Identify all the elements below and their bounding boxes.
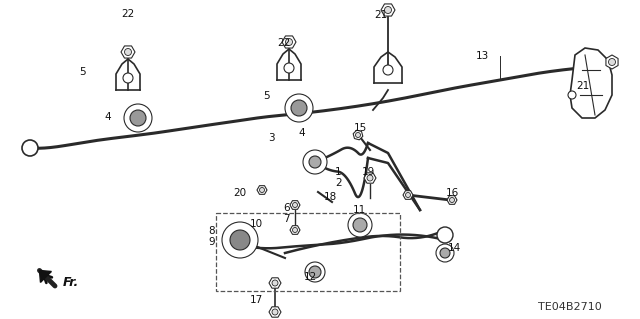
Circle shape [230,230,250,250]
Circle shape [22,140,38,156]
Text: 6: 6 [284,203,290,213]
Text: 5: 5 [264,91,270,101]
Text: Fr.: Fr. [63,277,79,290]
Circle shape [568,91,576,99]
Circle shape [259,188,264,192]
Circle shape [284,63,294,73]
Circle shape [272,309,278,315]
Circle shape [309,156,321,168]
Text: 16: 16 [446,188,460,198]
Circle shape [437,227,453,243]
Polygon shape [364,173,376,183]
Polygon shape [269,307,281,317]
Text: 8: 8 [209,226,215,236]
Polygon shape [606,55,618,69]
Text: 9: 9 [209,237,215,247]
Circle shape [353,218,367,232]
Text: 22: 22 [277,38,291,48]
Polygon shape [381,4,395,16]
Text: 10: 10 [250,219,263,229]
Text: 3: 3 [268,133,275,143]
Circle shape [309,266,321,278]
Circle shape [449,197,454,203]
Polygon shape [290,226,300,234]
Text: 20: 20 [233,188,246,198]
Text: 11: 11 [353,205,366,215]
Polygon shape [269,278,281,288]
Circle shape [609,58,616,65]
Text: 5: 5 [79,67,86,77]
Text: 19: 19 [362,167,375,177]
Polygon shape [353,130,363,140]
Circle shape [291,100,307,116]
Text: 15: 15 [354,123,367,133]
Circle shape [406,192,410,197]
Circle shape [305,262,325,282]
Circle shape [285,39,292,46]
Text: 2: 2 [335,178,342,188]
Circle shape [125,48,131,56]
Circle shape [123,73,133,83]
Text: 4: 4 [104,112,111,122]
Text: TE04B2710: TE04B2710 [538,302,602,312]
Circle shape [285,94,313,122]
Polygon shape [403,191,413,199]
Circle shape [367,175,373,181]
Circle shape [348,213,372,237]
Text: 22: 22 [121,9,134,19]
Text: 4: 4 [298,128,305,138]
Text: 21: 21 [374,10,387,20]
Polygon shape [570,48,612,118]
Circle shape [385,6,392,13]
Text: 7: 7 [284,214,290,224]
Circle shape [303,150,327,174]
Text: 14: 14 [448,243,461,253]
Polygon shape [257,186,267,194]
Text: 1: 1 [335,167,342,177]
Circle shape [440,248,450,258]
Text: 17: 17 [250,295,263,305]
Polygon shape [290,201,300,209]
Polygon shape [447,196,457,204]
Circle shape [292,203,298,207]
Circle shape [292,227,298,233]
Circle shape [383,65,393,75]
Circle shape [222,222,258,258]
Text: 18: 18 [324,192,337,202]
Text: 21: 21 [576,81,589,91]
Circle shape [124,104,152,132]
Bar [216,213,400,291]
Polygon shape [121,46,135,58]
Circle shape [436,244,454,262]
Text: 12: 12 [303,272,317,282]
Polygon shape [282,36,296,48]
Polygon shape [40,271,51,282]
Circle shape [272,280,278,286]
Text: 13: 13 [476,51,489,61]
Circle shape [130,110,146,126]
Circle shape [355,132,360,137]
